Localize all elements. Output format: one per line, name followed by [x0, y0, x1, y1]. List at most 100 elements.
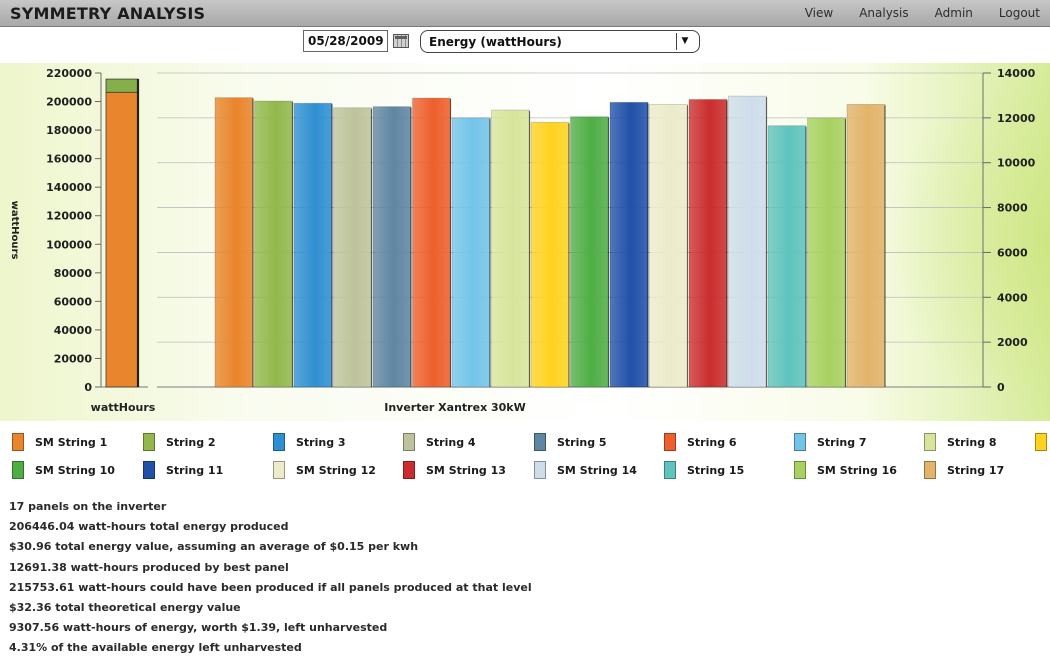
legend-swatch — [664, 433, 676, 451]
nav-view[interactable]: View — [804, 6, 834, 20]
energy-bar — [767, 125, 807, 388]
left-axis-tick-label: 140000 — [46, 181, 92, 194]
legend-label: SM String 14 — [557, 463, 637, 477]
legend-item: SM String 12 — [273, 459, 376, 481]
summary-line: $30.96 total energy value, assuming an a… — [9, 540, 419, 554]
energy-bar — [570, 116, 609, 388]
date-input[interactable]: 05/28/2009 — [303, 30, 388, 52]
legend-item: SM String 14 — [534, 459, 637, 481]
right-axis-tick-label: 4000 — [997, 291, 1028, 304]
nav-analysis[interactable]: Analysis — [859, 6, 909, 20]
chevron-down-icon[interactable]: ▼ — [676, 33, 693, 50]
left-axis-tick-label: 200000 — [46, 96, 92, 109]
energy-bar — [688, 99, 728, 388]
legend-item: String 17 — [924, 459, 1004, 481]
energy-bar — [293, 102, 333, 388]
legend-swatch — [143, 461, 155, 479]
legend-swatch — [143, 433, 155, 451]
legend-swatch — [273, 461, 285, 479]
energy-bar — [333, 107, 372, 388]
energy-bar — [491, 109, 530, 388]
legend-label: String 15 — [687, 463, 745, 477]
legend-label: SM String 1 — [35, 435, 108, 449]
legend-item: SM String 10 — [12, 459, 115, 481]
legend-item: String 7 — [794, 431, 867, 453]
legend-label: String 11 — [166, 463, 224, 477]
legend-swatch — [664, 461, 676, 479]
summary-line: 17 panels on the inverter — [9, 500, 167, 513]
legend-item: String 2 — [143, 431, 216, 453]
legend-swatch — [924, 461, 936, 479]
legend-label: String 6 — [687, 435, 737, 449]
energy-bar — [372, 106, 412, 388]
actual-energy-bar — [105, 91, 139, 388]
y-axis-label: wattHours — [9, 201, 20, 260]
legend-swatch — [12, 433, 24, 451]
right-axis-tick-label: 8000 — [997, 202, 1028, 215]
legend-item: String 3 — [273, 431, 346, 453]
energy-summary: 17 panels on the inverter 206446.04 watt… — [9, 497, 1039, 659]
energy-bar — [451, 117, 491, 388]
legend-swatch — [794, 461, 806, 479]
right-axis-tick-label: 2000 — [997, 336, 1028, 349]
summary-line: 206446.04 watt-hours total energy produc… — [9, 520, 289, 534]
calendar-icon[interactable] — [393, 34, 409, 48]
right-axis-tick-label: 6000 — [997, 246, 1028, 259]
right-axis-tick-label: 10000 — [997, 157, 1036, 170]
left-axis-tick-label: 80000 — [54, 267, 93, 280]
top-navigation-bar: SYMMETRY ANALYSIS View Analysis Admin Lo… — [0, 0, 1050, 27]
main-nav: View Analysis Admin Logout — [805, 6, 1040, 20]
energy-bar — [412, 97, 451, 388]
energy-bar — [846, 104, 886, 388]
energy-bar — [807, 117, 846, 388]
energy-bar — [214, 97, 254, 388]
energy-chart-area: 0 20000 40000 60000 80000 100000 120000 140000 1… — [0, 63, 1050, 421]
legend-swatch — [924, 433, 936, 451]
legend-label: String 3 — [296, 435, 346, 449]
legend-item: String 15 — [664, 459, 744, 481]
left-axis-tick-label: 20000 — [54, 352, 93, 365]
summary-line: 4.31% of the available energy left unhar… — [9, 641, 302, 655]
right-axis-tick-label: 12000 — [997, 112, 1036, 125]
legend-item: SM String 1 — [12, 431, 107, 453]
legend-item: String — [1035, 431, 1050, 453]
legend-swatch — [534, 433, 546, 451]
right-axis-tick-label: 0 — [997, 381, 1005, 394]
legend-label: SM String 10 — [35, 463, 115, 477]
left-axis-tick-label: 160000 — [46, 153, 92, 166]
left-axis-tick-label: 120000 — [46, 210, 92, 223]
left-axis-tick-label: 180000 — [46, 124, 92, 137]
legend-label: String 8 — [947, 435, 997, 449]
energy-bar — [530, 121, 570, 388]
legend-item: String 11 — [143, 459, 223, 481]
legend-label: SM String 12 — [296, 463, 376, 477]
left-axis-tick-label: 40000 — [54, 324, 93, 337]
legend-item: String 4 — [403, 431, 476, 453]
legend-swatch — [403, 461, 415, 479]
legend-label: SM String 16 — [817, 463, 897, 477]
legend-label: String 5 — [557, 435, 607, 449]
left-axis-tick-label: 220000 — [46, 67, 92, 80]
legend-swatch — [273, 433, 285, 451]
energy-metric-value: Energy (wattHours) — [429, 34, 562, 49]
energy-metric-select[interactable]: Energy (wattHours) ▼ — [420, 30, 700, 53]
legend-item: String 8 — [924, 431, 997, 453]
left-axis-tick-label: 100000 — [46, 238, 92, 251]
group-label-inverter: Inverter Xantrex 30kW — [384, 401, 526, 414]
summary-line: 12691.38 watt-hours produced by best pan… — [9, 560, 289, 574]
legend-item: String 5 — [534, 431, 607, 453]
legend-item: SM String 13 — [403, 459, 506, 481]
app-title: SYMMETRY ANALYSIS — [10, 4, 206, 23]
chart-controls: 05/28/2009 Energy (wattHours) ▼ — [0, 27, 1050, 63]
energy-bar — [728, 95, 767, 388]
legend-label: String 7 — [817, 435, 867, 449]
legend-swatch — [12, 461, 24, 479]
legend-label: String 2 — [166, 435, 216, 449]
group-label-watt-hours: wattHours — [91, 401, 156, 414]
chart-legend: SM String 1 String 2 String 3 String 4 Strin… — [0, 426, 1050, 488]
nav-logout[interactable]: Logout — [998, 6, 1040, 20]
left-axis-tick-label: 0 — [84, 381, 92, 394]
nav-admin[interactable]: Admin — [934, 6, 973, 20]
legend-swatch — [534, 461, 546, 479]
